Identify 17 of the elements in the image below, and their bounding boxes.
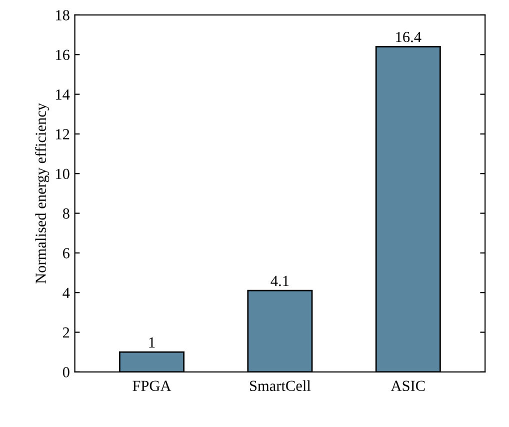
y-tick-label: 0 — [62, 367, 70, 378]
y-tick-label: 10 — [56, 168, 70, 180]
y-axis-title: Normalised energy efficiency — [35, 102, 50, 284]
y-tick-label: 8 — [62, 208, 70, 219]
y-tick-label: 18 — [56, 10, 70, 20]
y-tick-label: 4 — [62, 288, 70, 298]
data-label: 4.1 — [270, 276, 289, 286]
y-tick-label: 16 — [56, 50, 70, 60]
y-tick-label: 12 — [56, 129, 70, 140]
x-tick-label: FPGA — [132, 380, 172, 391]
x-tick-label: SmartCell — [250, 380, 311, 391]
data-label: 16.4 — [396, 32, 422, 42]
y-tick-label: 14 — [56, 89, 70, 100]
x-tick-label: ASIC — [390, 380, 425, 391]
data-label: 1 — [149, 337, 155, 348]
y-tick-label: 2 — [62, 327, 70, 338]
y-tick-label: 6 — [62, 248, 70, 258]
